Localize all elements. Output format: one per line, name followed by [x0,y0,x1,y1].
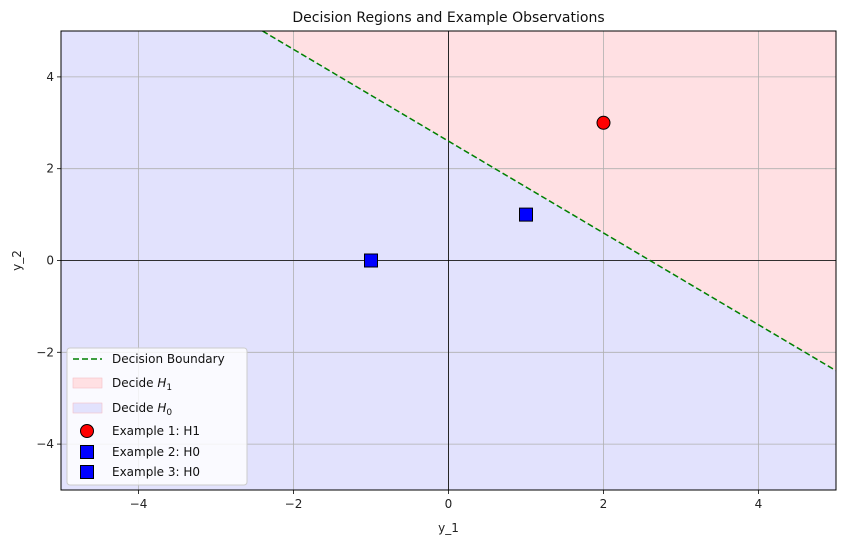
decision-boundary [262,31,836,372]
y-tick-label: −4 [36,437,54,451]
legend-region-swatch [72,377,103,389]
legend-marker-example-2 [80,445,94,459]
plot-content [61,31,836,490]
point-example-3 [519,207,533,222]
x-tick-label: −2 [285,497,303,511]
legend-label-example-2: Example 2: H0 [112,445,200,459]
y-tick-label: −2 [36,345,54,359]
legend-label-example-1: Example 1: H1 [112,424,200,438]
x-tick-label: −4 [130,497,148,511]
x-axis-label: y_1 [438,521,459,535]
legend-marker-example-3 [80,465,94,479]
x-tick-label: 0 [445,497,453,511]
point-example-1 [596,115,611,130]
x-tick-label: 2 [600,497,608,511]
plot-area: −4 −2 0 2 4 −4 −2 0 2 4 [36,30,837,511]
legend-region-label: Decide H1 [112,376,172,393]
chart-title: Decision Regions and Example Observation… [292,10,604,26]
x-tick-label: 4 [755,497,763,511]
legend-marker-example-1 [80,424,94,438]
y-axis-label: y_2 [10,250,24,271]
y-tick-label: 0 [46,254,54,268]
legend-boundary-label: Decision Boundary [112,352,225,366]
legend-region-label: Decide H0 [112,401,172,418]
legend-box [66,347,248,486]
legend-region-swatch [72,402,103,414]
y-tick-label: 4 [46,70,54,84]
point-example-2 [364,253,378,268]
legend: Decision Boundary Decide H1 Decide H0 Examp… [66,347,248,486]
legend-label-example-3: Example 3: H0 [112,465,200,479]
y-tick-label: 2 [46,162,54,176]
